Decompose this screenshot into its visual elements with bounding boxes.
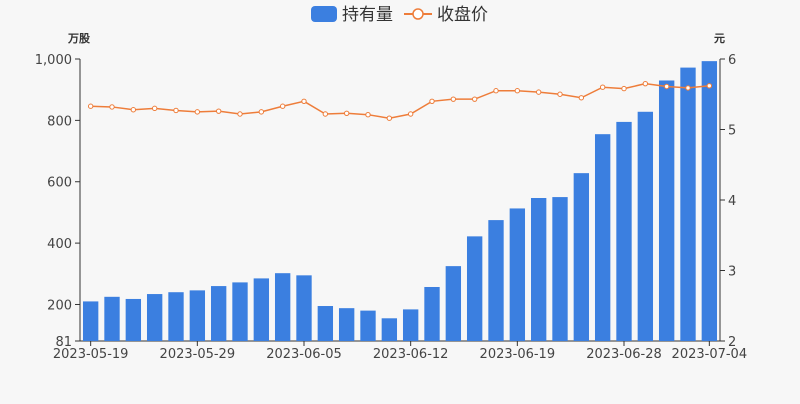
holdings-bar[interactable] [104, 296, 120, 341]
price-point[interactable] [471, 96, 478, 102]
left-tick-label: 81 [55, 335, 72, 350]
price-point[interactable] [535, 89, 542, 95]
right-tick-label: 6 [728, 53, 736, 68]
price-point[interactable] [130, 107, 137, 113]
price-point[interactable] [258, 109, 265, 115]
price-point[interactable] [514, 88, 521, 94]
holdings-bar[interactable] [594, 134, 611, 341]
price-point[interactable] [237, 111, 243, 117]
x-tick-label: 2023-06-12 [373, 347, 449, 362]
holdings-bar[interactable] [680, 67, 696, 341]
left-tick-label: 600 [47, 176, 72, 191]
holdings-bar[interactable] [253, 278, 270, 341]
x-tick-label: 2023-06-28 [586, 347, 662, 362]
right-axis-unit: 元 [714, 32, 725, 45]
price-point[interactable] [343, 110, 350, 116]
holdings-bar[interactable] [530, 198, 547, 341]
price-line [87, 80, 713, 121]
holdings-bar[interactable] [338, 308, 355, 341]
price-point[interactable] [429, 98, 435, 105]
price-point[interactable] [493, 88, 499, 94]
price-line-path [90, 82, 710, 119]
price-point[interactable] [109, 104, 115, 110]
price-point[interactable] [215, 108, 222, 114]
price-point[interactable] [365, 111, 371, 118]
holdings-bar[interactable] [189, 290, 206, 341]
left-axis-unit: 万股 [67, 32, 91, 45]
holdings-bar[interactable] [616, 121, 632, 341]
x-tick-label: 2023-06-19 [480, 347, 556, 362]
price-point[interactable] [194, 109, 201, 115]
price-point[interactable] [621, 85, 627, 92]
right-tick-label: 3 [728, 265, 736, 280]
price-point[interactable] [173, 107, 179, 114]
price-point[interactable] [386, 115, 393, 121]
holdings-bar[interactable] [82, 301, 99, 341]
price-point[interactable] [450, 96, 457, 102]
price-point[interactable] [301, 98, 307, 105]
holdings-bars [82, 61, 718, 342]
axes: 81 200 400 600 800 1,000 2 3 4 5 6 2023-05-19 2023-0… [35, 53, 747, 362]
holdings-bar[interactable] [274, 273, 291, 341]
price-point[interactable] [279, 103, 286, 109]
holdings-bar[interactable] [552, 197, 568, 341]
price-point[interactable] [87, 103, 94, 109]
right-tick-label: 2 [728, 335, 736, 350]
holdings-bar[interactable] [168, 292, 184, 341]
holdings-bar[interactable] [317, 306, 334, 341]
left-tick-label: 1,000 [35, 53, 72, 68]
holdings-bar[interactable] [296, 275, 312, 341]
price-point[interactable] [663, 83, 670, 90]
legend-label-holdings[interactable]: 持有量 [342, 5, 393, 25]
left-tick-label: 200 [47, 298, 72, 313]
holdings-bar[interactable] [488, 220, 504, 341]
holdings-bar[interactable] [701, 61, 718, 342]
legend-bar-swatch[interactable] [311, 6, 337, 22]
holdings-bar[interactable] [381, 318, 398, 341]
price-point[interactable] [557, 91, 563, 97]
holdings-bar[interactable] [210, 286, 227, 341]
right-tick-label: 4 [728, 194, 736, 209]
price-point[interactable] [685, 85, 691, 91]
x-tick-label: 2023-06-05 [266, 347, 342, 362]
price-point[interactable] [322, 111, 329, 117]
right-tick-label: 5 [728, 124, 736, 139]
x-tick-label: 2023-05-19 [53, 347, 129, 362]
price-point[interactable] [407, 111, 414, 117]
holdings-bar[interactable] [445, 266, 462, 341]
holdings-bar[interactable] [466, 236, 483, 341]
price-point[interactable] [578, 95, 585, 101]
holdings-bar[interactable] [232, 282, 248, 341]
legend-label-price[interactable]: 收盘价 [437, 5, 488, 25]
holdings-bar[interactable] [402, 309, 419, 341]
legend-line-marker[interactable] [412, 8, 424, 20]
price-point[interactable] [642, 80, 649, 87]
left-tick-label: 400 [47, 237, 72, 252]
legend[interactable]: 持有量 收盘价 [311, 5, 488, 25]
holdings-bar[interactable] [424, 286, 440, 341]
holdings-bar[interactable] [125, 298, 142, 341]
holdings-bar[interactable] [658, 80, 675, 342]
left-tick-label: 800 [47, 114, 72, 129]
holdings-bar[interactable] [573, 173, 590, 341]
x-tick-label: 2023-07-04 [672, 347, 748, 362]
holdings-bar[interactable] [146, 294, 163, 341]
holdings-bar[interactable] [360, 310, 376, 341]
holdings-bar[interactable] [637, 111, 654, 341]
price-point[interactable] [706, 83, 713, 89]
x-tick-label: 2023-05-29 [160, 347, 236, 362]
price-point[interactable] [599, 84, 606, 90]
price-point[interactable] [151, 105, 158, 112]
holdings-bar[interactable] [509, 208, 526, 341]
